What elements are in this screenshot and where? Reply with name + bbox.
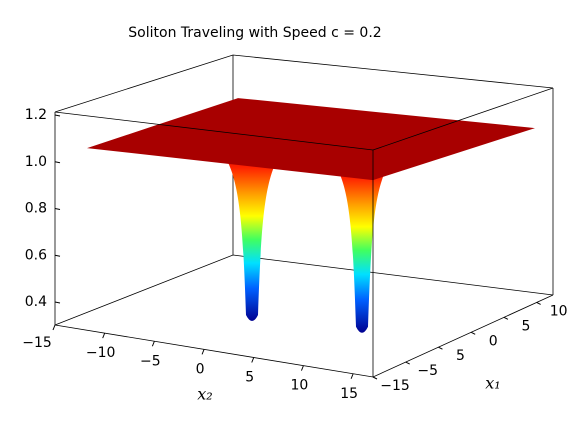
y-tick-label: 5 [521,318,530,334]
y-tick [503,316,509,320]
z-tick [54,301,61,304]
z-tick-label: 0.8 [25,201,47,217]
x-tick [102,332,106,339]
x-tick [151,341,155,347]
z-tick [54,208,61,210]
z-tick [54,254,61,257]
y-tick-label: 0 [489,333,498,349]
y-tick [438,346,443,350]
x-axis-label: x₂ [197,385,212,404]
chart-title: Soliton Traveling with Speed c = 0.2 [128,25,381,41]
x-tick-label: 5 [245,370,254,386]
x-tick-label: 10 [291,378,309,394]
y-tick [536,302,541,305]
x-tick [52,324,56,331]
box-back [54,54,554,326]
y-tick-label: −5 [417,363,438,379]
z-tick-label: 0.6 [25,247,47,263]
y-tick [372,376,378,380]
soliton-well [212,140,292,322]
x-tick-label: −10 [86,345,116,361]
x-tick-label: 0 [196,361,205,377]
y-axis-label: x₁ [485,374,500,393]
y-tick-label: 5 [456,348,465,364]
x-tick [251,357,255,363]
box-edge [54,254,554,326]
x-tick-label: −5 [140,353,161,369]
y-tick-label: −15 [380,378,410,394]
plateau [87,98,535,181]
y-tick [405,361,410,365]
y-tick [470,331,476,335]
z-tick [54,114,61,117]
z-tick [54,161,61,164]
x-tick-label: 15 [340,386,358,402]
x-tick [350,373,354,379]
y-tick-label: 10 [550,303,568,319]
x-tick [201,349,205,355]
box-edge [54,294,554,378]
x-tick-label: −15 [22,335,52,351]
z-tick-label: 1.2 [25,107,47,123]
z-tick-label: 0.4 [25,294,47,310]
soliton-well [324,150,400,333]
z-tick-label: 1.0 [25,154,47,170]
box-edge [54,54,554,113]
x-tick [300,365,304,371]
